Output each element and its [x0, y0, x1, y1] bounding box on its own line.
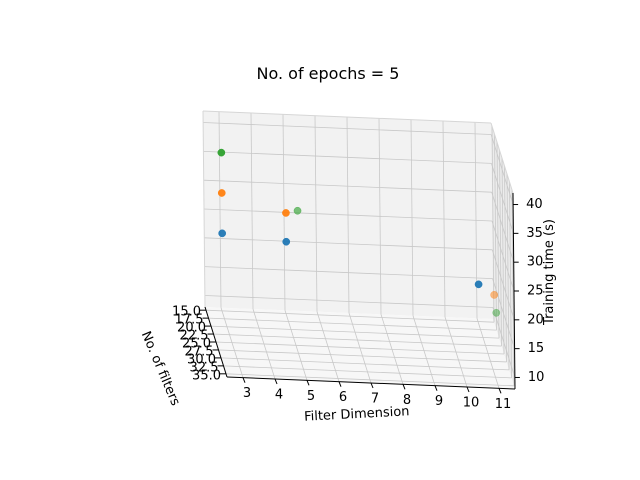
x-tick-label: 4: [275, 388, 283, 403]
data-point: [282, 209, 290, 217]
x-tick-label: 6: [339, 390, 347, 405]
z-gridline: [491, 163, 514, 234]
tick-labels: 3 4 5 6 7 8 9 10 1115.017.520.022.525.027.530.03…: [172, 197, 544, 412]
z-gridline: [203, 179, 492, 193]
z-gridline: [492, 278, 515, 349]
z-tick-label: 25: [527, 284, 544, 299]
y-tick-label: 35.0: [192, 368, 221, 383]
z-gridline: [492, 307, 516, 378]
y-tick-label: 32.5: [190, 360, 219, 375]
y-tick-label: 30.0: [187, 352, 216, 367]
z-gridline: [491, 249, 515, 320]
x-tick: [306, 380, 310, 386]
y-tick-label: 22.5: [180, 329, 209, 344]
data-point: [474, 280, 483, 289]
y-gridline: [213, 333, 502, 347]
x-tick-label: 8: [403, 393, 411, 408]
data-point: [217, 148, 226, 157]
z-gridline: [203, 122, 492, 135]
z-axis-label: Training time (s): [542, 219, 557, 326]
y-gridline: [223, 365, 512, 379]
data-point: [217, 189, 226, 197]
x-tick-label: 3: [243, 386, 251, 401]
z-gridline: [203, 208, 493, 222]
pane-edge: [202, 110, 206, 308]
y-gridline: [220, 357, 510, 371]
y-axis-label: No. of filters: [138, 329, 183, 408]
chart-title: No. of epochs = 5: [257, 64, 400, 83]
x-tick-label: 7: [371, 392, 379, 407]
y-gridline: [208, 317, 497, 331]
x-tick-label: 5: [307, 389, 315, 404]
y-gridline: [210, 325, 500, 339]
data-point: [492, 308, 501, 317]
x-tick: [370, 382, 374, 389]
x-tick-label: 10: [463, 396, 480, 411]
z-gridline: [490, 134, 514, 205]
y-tick-label: 17.5: [175, 313, 204, 328]
z-gridline: [491, 192, 515, 263]
data-point: [218, 229, 227, 238]
z-tick-label: 30: [527, 255, 544, 270]
y-gridline: [205, 309, 495, 323]
y-gridline: [225, 373, 515, 387]
x-tick-label: 9: [435, 394, 443, 409]
z-gridline: [491, 220, 515, 292]
pane-edge: [490, 122, 514, 194]
x-axis-label: Filter Dimension: [304, 404, 410, 424]
x-tick: [434, 385, 438, 391]
x-tick: [402, 384, 406, 390]
y-gridline: [215, 341, 505, 355]
z-gridline: [204, 295, 493, 308]
z-tick-label: 20: [527, 312, 544, 327]
z-tick-label: 35: [526, 226, 543, 241]
axis-panes: [203, 111, 515, 389]
x-tick: [498, 388, 502, 394]
z-tick-label: 10: [528, 370, 545, 385]
y-tick-label: 20.0: [177, 321, 206, 336]
y-tick-label: 25.0: [182, 337, 211, 352]
z-gridline: [204, 266, 493, 280]
x-tick-label: 11: [495, 397, 512, 412]
y-gridline: [218, 349, 507, 363]
data-point: [282, 237, 291, 246]
tick-marks: [200, 204, 520, 394]
y-tick-label: 15.0: [172, 305, 201, 320]
data-point: [293, 206, 302, 215]
z-gridline: [204, 237, 493, 251]
data-points: [217, 148, 501, 317]
x-tick: [466, 386, 470, 393]
gridlines: [203, 111, 516, 389]
x-tick: [242, 377, 246, 383]
x-tick: [338, 381, 342, 387]
x-tick: [274, 378, 278, 385]
z-gridline: [203, 150, 492, 164]
z-tick-label: 40: [526, 197, 543, 212]
y-tick-label: 27.5: [185, 344, 214, 359]
data-point: [490, 291, 499, 299]
z-tick-label: 15: [528, 341, 545, 356]
pane-edge: [202, 110, 492, 124]
